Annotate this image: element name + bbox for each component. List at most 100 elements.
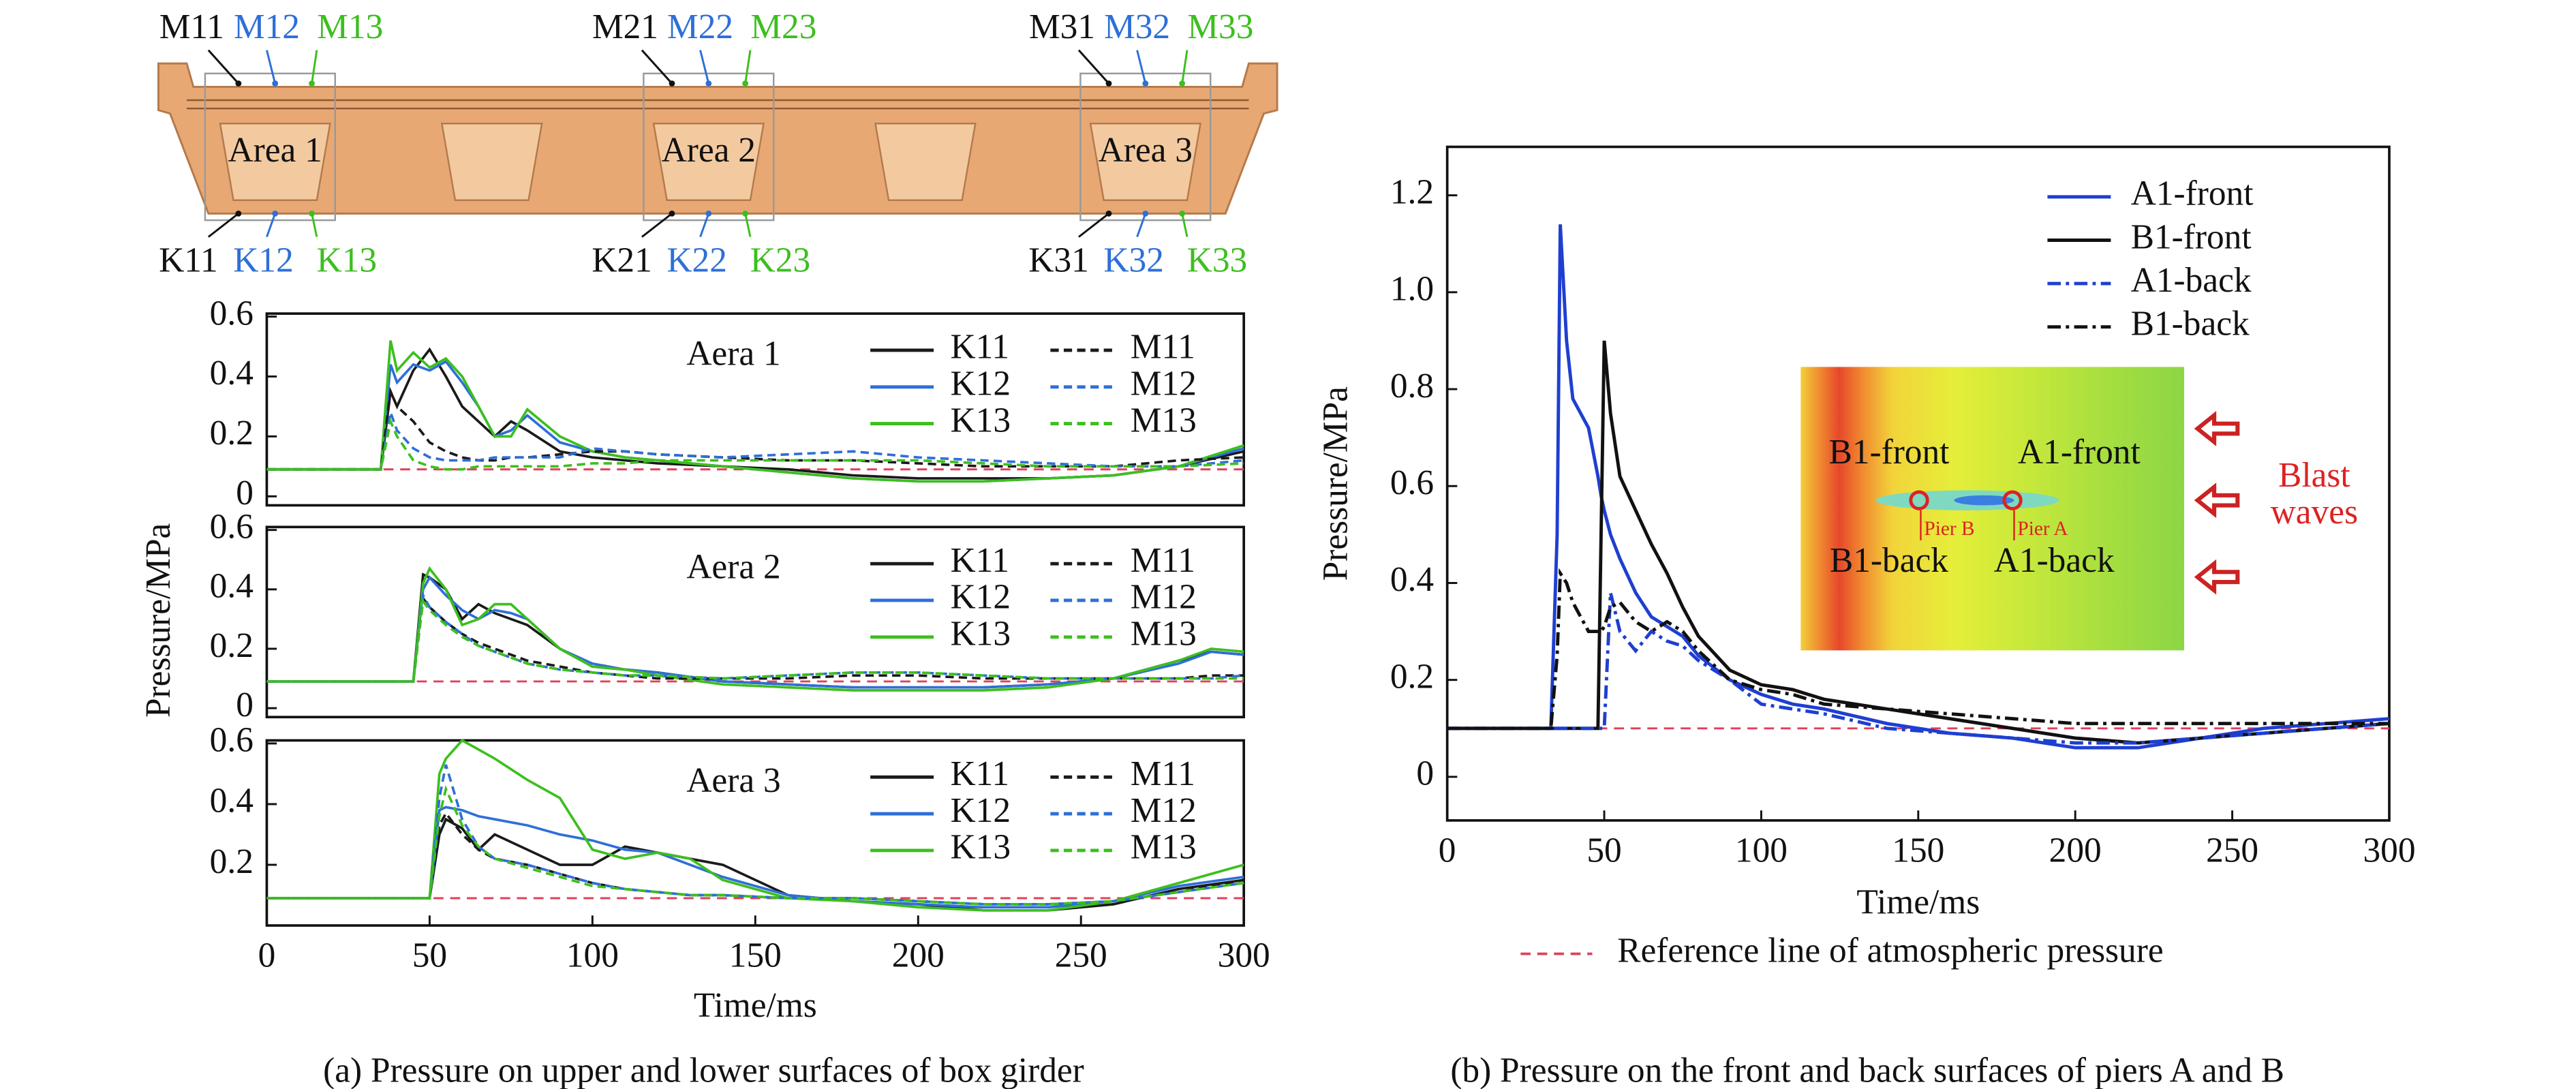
y-tick-label: 0.2 [210,626,254,665]
inset-label: B1-front [1829,433,1950,472]
sensor [742,210,749,217]
sensor [1142,80,1149,87]
y-tick-label: 0.6 [210,507,254,546]
legend-label: K13 [951,401,1011,440]
series-line [266,810,1244,906]
bottom-label: K32 [1103,241,1163,280]
panel-title: Aera 1 [686,335,780,373]
bottom-label: K33 [1187,241,1247,280]
inset-label: A1-back [1994,541,2115,580]
leader [699,50,710,84]
top-label: M33 [1187,7,1253,46]
area-label: Area 3 [1099,131,1193,170]
leader [207,49,239,85]
series-line [266,408,1244,471]
sensor [309,210,315,217]
top-label: M31 [1029,7,1095,46]
sensor [669,210,675,217]
legend-label: M12 [1131,578,1197,617]
sensor [742,80,749,87]
legend-label: M13 [1131,828,1197,867]
legend-label: M12 [1131,365,1197,403]
top-label: M12 [234,7,300,46]
y-tick-label: 0.6 [210,294,254,333]
plot-frame [265,525,1245,719]
y-tick-label: 0.2 [210,842,254,881]
leader [641,49,673,85]
series-line [266,598,1244,683]
legend-label: K12 [951,578,1011,617]
area-label: Area 2 [662,131,756,170]
leader [1181,50,1189,84]
y-tick-label: 0.4 [1390,560,1434,599]
y-axis-label: Pressure/MPa [139,523,178,718]
top-label: M11 [159,7,224,46]
x-tick-label: 0 [1439,831,1456,870]
y-tick-label: 0 [236,474,254,512]
legend-label: M13 [1131,615,1197,654]
bottom-label: K13 [317,241,377,280]
series-line [266,764,1244,906]
legend-label: M11 [1131,328,1195,367]
y-tick-label: 0.2 [1390,657,1434,696]
sensor [235,210,242,217]
leader [1136,50,1147,84]
bottom-label: K21 [592,241,651,280]
plot-frame [265,312,1245,507]
leader [744,213,752,237]
inset-label: A1-front [2018,433,2141,472]
x-tick-label: 200 [892,936,945,975]
panel-title: Aera 2 [686,548,780,587]
legend-label: K13 [951,828,1011,867]
cfd-inset [1800,367,2240,651]
x-tick-label: 250 [2206,831,2258,870]
x-tick-label: 100 [566,936,619,975]
sensor [235,80,242,87]
y-tick-label: 1.2 [1390,172,1434,211]
y-tick-label: 0 [1416,754,1434,793]
x-axis-label: Time/ms [694,986,817,1025]
bottom-label: K11 [159,241,218,280]
y-tick-label: 0 [236,686,254,724]
blast-label: Blast [2278,456,2350,495]
legend-label: M11 [1131,754,1195,793]
series-line [1447,592,2390,745]
x-tick-label: 150 [1892,831,1944,870]
legend-label: B1-front [2131,217,2252,256]
x-tick-label: 300 [1218,936,1270,975]
x-tick-label: 200 [2049,831,2102,870]
x-axis-label: Time/ms [1856,883,1980,921]
legend-label: M12 [1131,791,1197,830]
sensor [272,80,279,87]
series-line [266,785,1244,906]
x-tick-label: 250 [1055,936,1107,975]
x-tick-label: 100 [1735,831,1788,870]
leader [311,50,318,84]
sensor [1179,210,1186,217]
legend-label: M13 [1131,401,1197,440]
series-line [266,417,1244,471]
leader [641,213,673,238]
legend-label: B1-back [2131,304,2250,343]
legend-label: K11 [951,541,1010,580]
series-line [266,806,1244,909]
sensor [272,210,279,217]
sensor [1142,210,1149,217]
leader [1078,213,1109,238]
series-line [266,575,1244,689]
series-line [1447,340,2390,745]
sensor [669,80,675,87]
legend-label: K11 [951,754,1010,793]
area-label: Area 1 [228,131,322,170]
legend-label: A1-front [2131,174,2254,213]
panel-title: Aera 3 [686,761,780,800]
inset-label: B1-back [1830,541,1948,580]
sensor [705,210,712,217]
leader [266,50,277,84]
x-tick-label: 50 [1586,831,1621,870]
y-tick-label: 0.6 [1390,463,1434,502]
series-line [266,566,1244,692]
legend-label: K11 [951,328,1010,367]
leader [266,213,277,238]
legend-label: A1-back [2131,261,2252,300]
